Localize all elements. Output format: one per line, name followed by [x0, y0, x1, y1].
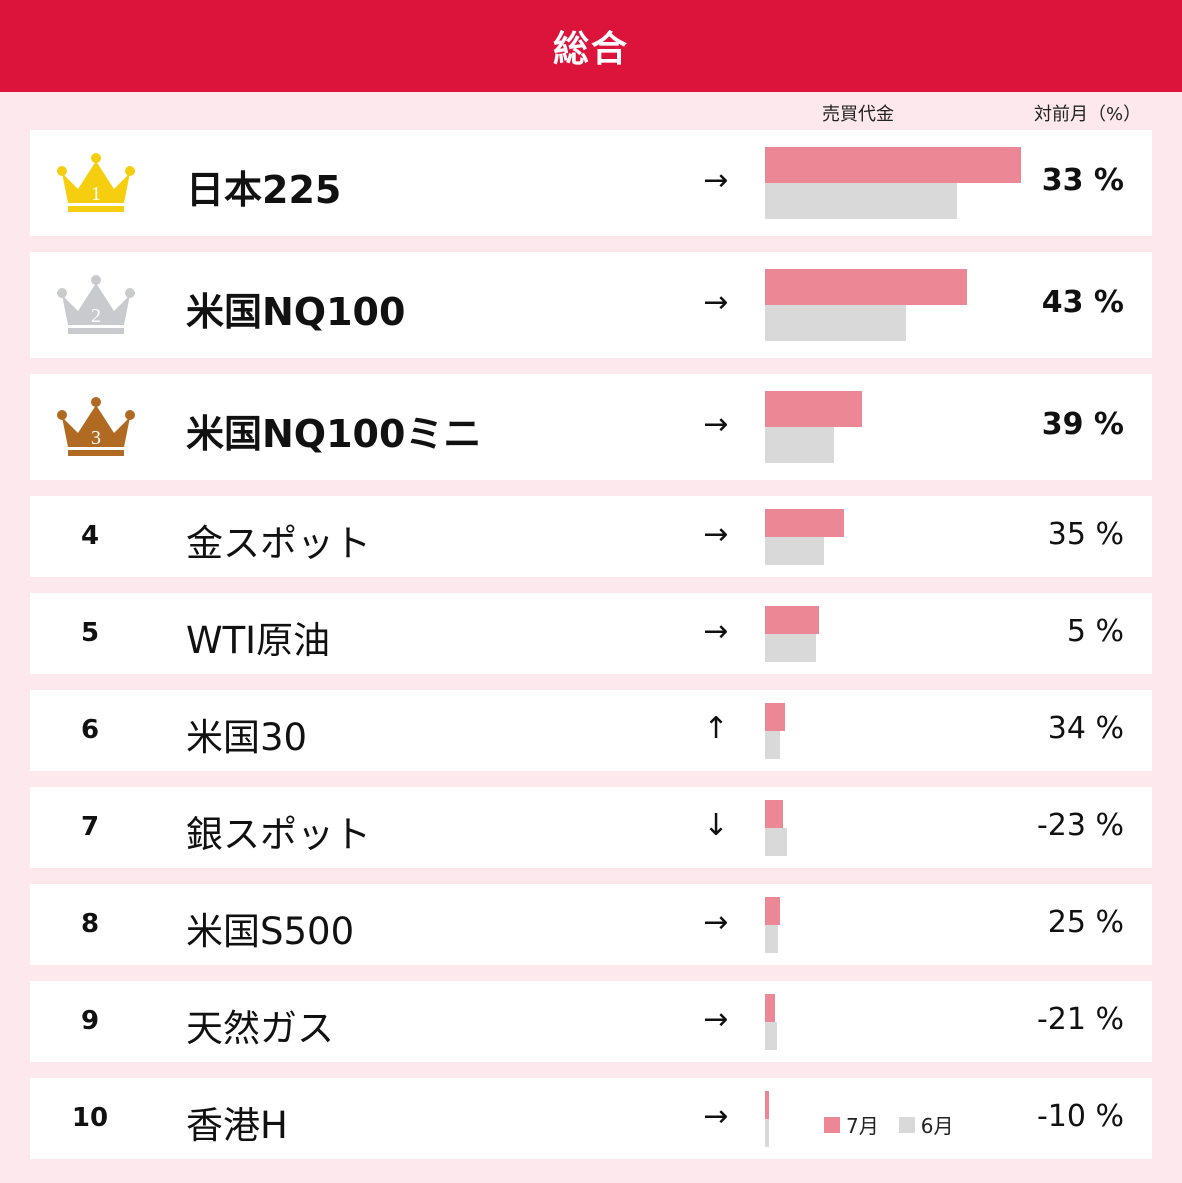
bar-jul: [765, 799, 783, 828]
mom-percent: 43 %: [1041, 285, 1124, 320]
mom-percent: 25 %: [1047, 904, 1124, 940]
rank-number: 10: [71, 1102, 109, 1133]
instrument-name: 金スポット: [186, 521, 371, 565]
bar-jul: [765, 269, 968, 305]
bar-jun: [765, 183, 957, 219]
table-row: 1 日本225 → 33 %: [30, 130, 1152, 236]
trend-arrow-icon: →: [703, 285, 729, 320]
mom-percent: -23 %: [1036, 807, 1124, 843]
silver-crown-icon: 2: [56, 273, 136, 337]
bar-jul: [765, 605, 819, 634]
bar-jul: [765, 1090, 769, 1119]
bar-jun: [765, 536, 824, 565]
column-header-trade-value: 売買代金: [822, 104, 894, 125]
bar-jun: [765, 427, 835, 463]
trend-arrow-icon: →: [703, 163, 729, 198]
trend-arrow-icon: →: [703, 613, 729, 649]
trend-arrow-icon: →: [703, 407, 729, 442]
rank-number: 4: [80, 520, 100, 551]
rank-number: 8: [80, 908, 100, 939]
bar-jul: [765, 993, 776, 1022]
table-row: 6 米国30 ↑ 34 %: [30, 690, 1152, 771]
bar-jun: [765, 633, 817, 662]
table-row: 10 香港H → -10 % 7月 6月: [30, 1078, 1152, 1159]
legend-swatch-jun: [898, 1116, 915, 1133]
trend-arrow-icon: →: [703, 1098, 729, 1134]
column-header-mom: 対前月（%）: [1034, 104, 1142, 125]
instrument-name: WTI原油: [186, 618, 331, 662]
trend-arrow-icon: ↓: [703, 807, 729, 843]
instrument-name: 香港H: [186, 1103, 288, 1147]
mom-percent: -10 %: [1036, 1098, 1124, 1134]
mom-percent: 35 %: [1047, 516, 1124, 552]
legend-label-jul: 7月: [846, 1114, 879, 1138]
table-row: 3 米国NQ100ミニ → 39 %: [30, 374, 1152, 480]
gold-crown-icon: 1: [56, 151, 136, 215]
bar-jul: [765, 702, 786, 731]
table-row: 2 米国NQ100 → 43 %: [30, 252, 1152, 358]
bar-jun: [765, 827, 787, 856]
svg-text:3: 3: [91, 427, 101, 449]
trend-arrow-icon: →: [703, 516, 729, 552]
table-row: 9 天然ガス → -21 %: [30, 981, 1152, 1062]
bar-jul: [765, 147, 1021, 183]
mom-percent: 5 %: [1066, 613, 1124, 649]
mom-percent: 39 %: [1041, 407, 1124, 442]
bar-jun: [765, 730, 781, 759]
instrument-name: 米国S500: [186, 909, 355, 953]
table-row: 7 銀スポット ↓ -23 %: [30, 787, 1152, 868]
svg-text:1: 1: [91, 183, 101, 205]
rank-number: 7: [80, 811, 100, 842]
legend-label-jun: 6月: [920, 1114, 954, 1138]
legend-swatch-jul: [824, 1116, 840, 1133]
bronze-crown-icon: 3: [56, 395, 136, 459]
mom-percent: 33 %: [1041, 163, 1124, 198]
svg-text:2: 2: [91, 305, 101, 327]
mom-percent: 34 %: [1047, 710, 1124, 746]
table-row: 5 WTI原油 → 5 %: [30, 593, 1152, 674]
bar-jun: [765, 1021, 777, 1050]
rank-number: 6: [80, 714, 100, 745]
bar-jul: [765, 896, 781, 925]
page-title: 総合: [0, 0, 1182, 92]
trend-arrow-icon: →: [703, 1001, 729, 1037]
rank-number: 9: [80, 1005, 100, 1036]
bar-jun: [765, 924, 778, 953]
table-row: 8 米国S500 → 25 %: [30, 884, 1152, 965]
bar-jul: [765, 391, 863, 427]
instrument-name: 日本225: [186, 168, 342, 212]
bar-jul: [765, 508, 845, 537]
legend: 7月 6月: [824, 1110, 953, 1139]
bar-jun: [765, 1118, 769, 1147]
instrument-name: 米国NQ100ミニ: [186, 412, 482, 456]
rank-number: 5: [80, 617, 100, 648]
bar-jun: [765, 305, 906, 341]
table-row: 4 金スポット → 35 %: [30, 496, 1152, 577]
mom-percent: -21 %: [1036, 1001, 1124, 1037]
trend-arrow-icon: →: [703, 904, 729, 940]
instrument-name: 天然ガス: [186, 1006, 334, 1050]
trend-arrow-icon: ↑: [703, 710, 729, 746]
instrument-name: 米国30: [186, 715, 308, 759]
instrument-name: 米国NQ100: [186, 290, 406, 334]
instrument-name: 銀スポット: [186, 812, 371, 856]
